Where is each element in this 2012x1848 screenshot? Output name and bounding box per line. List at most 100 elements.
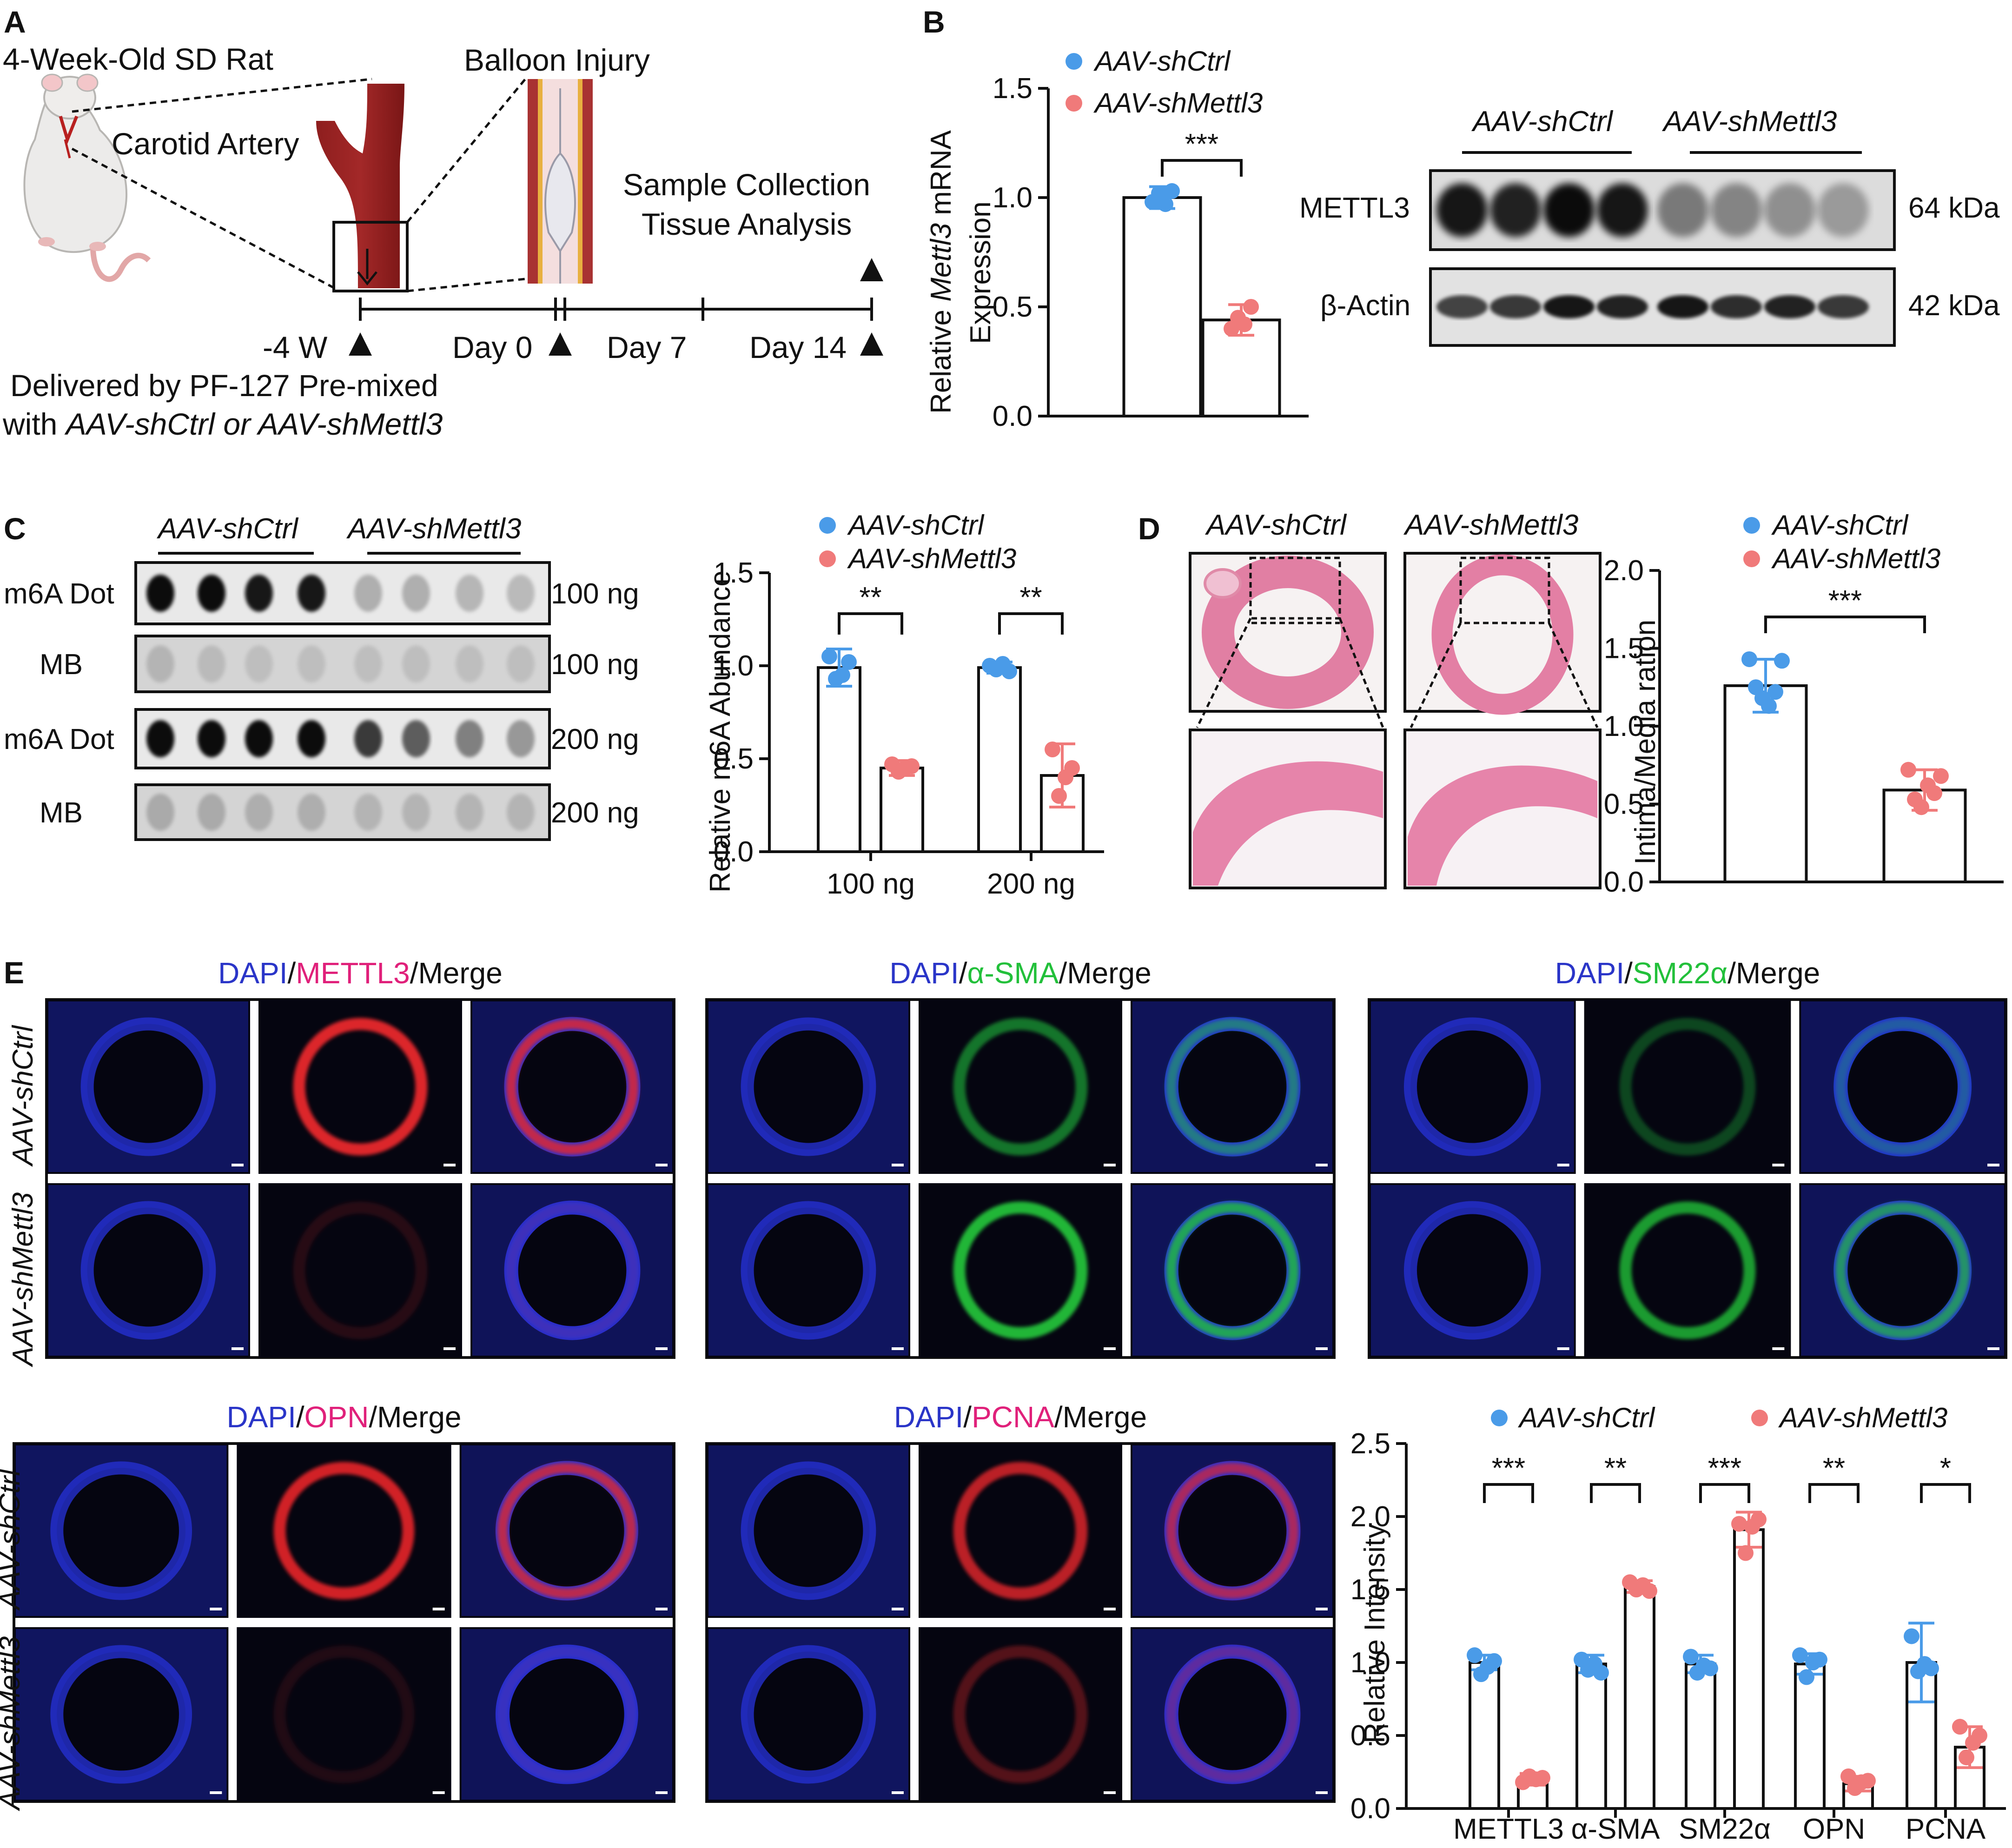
- panel-letter-a: A: [4, 5, 26, 39]
- bar: [1685, 1663, 1716, 1810]
- he-images: [1189, 552, 1602, 889]
- y-axis-label: Relative Intensity: [1359, 1524, 1391, 1743]
- dot-amount-label: 200 ng: [551, 797, 639, 829]
- data-point: [1959, 1749, 1974, 1766]
- marker-signal: [293, 1018, 428, 1156]
- significance-label: *: [1940, 1452, 1951, 1484]
- scale-bar: [655, 1791, 668, 1794]
- data-point: [1164, 183, 1180, 199]
- y-tick-label: 0.5: [993, 291, 1032, 323]
- scale-bar: [1104, 1164, 1116, 1166]
- if-row-label: AAV-shMettl3: [0, 1636, 26, 1812]
- scale-bar: [1316, 1608, 1328, 1610]
- chart-d: 0.0 0.5 1.0 1.5 2.0 *** AAV-shCtrlAAV-shMettl3…: [1604, 510, 2004, 898]
- data-point: [1158, 196, 1173, 212]
- dot: [402, 645, 430, 682]
- dot: [198, 794, 225, 831]
- scale-bar: [892, 1608, 904, 1610]
- scale-bar: [892, 1347, 904, 1350]
- dot: [402, 575, 430, 612]
- dapi-vessel: [80, 1201, 216, 1340]
- marker-signal: [953, 1201, 1088, 1339]
- data-point: [1593, 1664, 1609, 1681]
- data-point: [841, 654, 857, 670]
- dot: [507, 794, 535, 831]
- dot-group-label: AAV-shCtrl: [156, 513, 299, 545]
- dot: [298, 794, 325, 831]
- he-vessel: [1431, 554, 1574, 715]
- data-point: [1933, 768, 1949, 784]
- data-point: [1064, 760, 1080, 776]
- significance-label: ***: [1828, 585, 1862, 617]
- dapi-vessel: [50, 1645, 192, 1784]
- dot: [146, 645, 174, 682]
- dot-blot: m6A Dot 100 ng MB 100 ng m6A Dot 200 ng MB 200 …: [4, 561, 639, 841]
- dot: [198, 645, 225, 682]
- data-point: [1751, 1511, 1767, 1528]
- marker-signal: [1619, 1018, 1756, 1156]
- artery-illustration: [316, 84, 404, 288]
- blot-band: [1818, 183, 1869, 237]
- merge-signal: [497, 1463, 636, 1599]
- scale-bar: [443, 1347, 456, 1350]
- significance-bracket: [1808, 1483, 1860, 1503]
- marker-signal: [293, 1201, 428, 1339]
- legend-marker: [1743, 517, 1760, 534]
- sample-line1: Sample Collection: [623, 167, 870, 202]
- y-tick-label: 2.0: [1604, 555, 1644, 587]
- x-tick-label: METTL3: [1453, 1813, 1564, 1845]
- dot-amount-label: 100 ng: [551, 649, 639, 681]
- if-title: DAPI/METTL3/Merge: [218, 956, 503, 990]
- x-tick-label: PCNA: [1906, 1813, 1986, 1845]
- merge-signal: [1166, 1019, 1299, 1155]
- scale-bar: [1104, 1791, 1116, 1794]
- legend-label: AAV-shCtrl: [1771, 510, 1909, 541]
- merge-signal: [506, 1019, 639, 1155]
- significance-label: **: [1604, 1452, 1627, 1484]
- panel-c: C AAV-shCtrl AAV-shMettl3 m6A Dot 100 ng M…: [4, 510, 1104, 900]
- he-vessel: [1202, 556, 1374, 709]
- timeline-label: Day 14: [749, 330, 847, 364]
- data-point: [834, 667, 850, 683]
- chart-c: 0.0 0.5 1.0 1.5 ** 100 ng ** 200 ng AAV-shCtrlAA…: [704, 510, 1104, 900]
- legend-label: AAV-shMettl3: [1778, 1402, 1947, 1433]
- blot-band: [1490, 183, 1541, 237]
- blot-band: [1490, 295, 1541, 318]
- balloon-vessel-illustration: [528, 79, 593, 284]
- data-point: [1641, 1583, 1657, 1599]
- significance-bracket: [1161, 159, 1243, 177]
- blot-size-label: 64 kDa: [1908, 192, 2000, 224]
- legend-label: AAV-shCtrl: [1518, 1402, 1655, 1433]
- scale-bar: [1557, 1164, 1569, 1166]
- dot: [245, 645, 273, 682]
- x-tick-label: 100 ng: [827, 868, 915, 900]
- merge-signal: [1835, 1019, 1970, 1155]
- significance-bracket: [1483, 1483, 1534, 1503]
- y-tick-label: 1.0: [714, 650, 754, 682]
- scale-bar: [210, 1791, 222, 1794]
- timeline-label: -4 W: [263, 330, 328, 364]
- rat-illustration: [23, 73, 151, 282]
- delivery-line2: with AAV-shCtrl or AAV-shMettl3: [2, 407, 443, 441]
- bar: [1723, 684, 1808, 884]
- significance-bracket: [1764, 616, 1926, 633]
- significance-bracket: [838, 612, 903, 635]
- dot: [354, 645, 382, 682]
- scale-bar: [232, 1164, 244, 1166]
- dapi-vessel: [50, 1461, 192, 1600]
- data-point: [1913, 799, 1929, 815]
- x-tick-label: OPN: [1803, 1813, 1865, 1845]
- data-point: [1051, 788, 1067, 804]
- merge-signal: [1166, 1646, 1299, 1782]
- y-axis-label: Relative m6A Abundance: [704, 570, 736, 893]
- significance-label: **: [1019, 582, 1042, 614]
- blot-band: [1597, 295, 1648, 318]
- x-tick-label: SM22α: [1679, 1813, 1771, 1845]
- if-title: DAPI/α-SMA/Merge: [889, 956, 1151, 990]
- y-tick-label: 2.5: [1350, 1428, 1390, 1460]
- data-point: [1840, 1768, 1856, 1784]
- zoom-line: [71, 147, 336, 290]
- if-row-label: AAV-shMettl3: [7, 1192, 39, 1368]
- marker-signal: [953, 1018, 1088, 1156]
- y-tick-label: 1.5: [1604, 633, 1644, 665]
